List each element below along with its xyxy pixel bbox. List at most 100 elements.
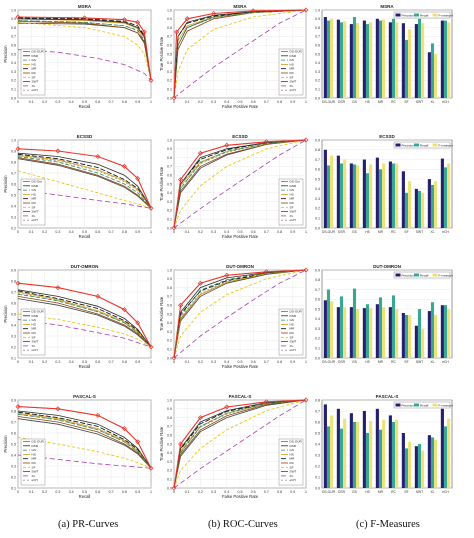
tick-label-x: 0.3	[211, 230, 216, 234]
bar-recall-hs	[365, 433, 370, 488]
legend-label-swt: SWT	[290, 470, 297, 474]
tick-label-x: 0	[17, 230, 19, 234]
tick-label-y: 0.5	[315, 431, 320, 435]
bar-recall-swt	[417, 18, 422, 98]
tick-label-x: 0.6	[95, 360, 100, 364]
series-line-xl	[173, 399, 307, 489]
category-label-hs: HS	[365, 230, 370, 234]
tick-label-y: 0.7	[11, 171, 16, 175]
series-line-gs	[17, 20, 152, 81]
legend-box	[393, 401, 451, 409]
legend-label-gs: GS	[290, 448, 294, 452]
tick-label-y: 0.2	[11, 79, 16, 83]
tick-label-x: 0.7	[264, 360, 269, 364]
bar-f-measure-hs	[369, 22, 373, 98]
bar-recall-mr	[378, 169, 383, 228]
tick-label-x: 0.4	[224, 360, 229, 364]
bar-precision-swt	[414, 188, 418, 228]
marker-ds-our	[121, 426, 127, 432]
tick-label-x: 0	[17, 490, 19, 494]
axis-label-x: Recall	[79, 494, 91, 499]
tick-label-x: 0.5	[82, 100, 87, 104]
marker-ds-our	[171, 485, 177, 491]
bar-precision-mr	[375, 304, 379, 358]
series-line-gs	[17, 413, 152, 469]
tick-label-y: 0.9	[11, 268, 16, 272]
legend-label-ech: eCH	[290, 218, 296, 222]
tick-label-y: 0.5	[167, 52, 172, 56]
tick-label-y: 0.1	[11, 356, 16, 360]
tick-label-y: 0.9	[315, 138, 320, 142]
tick-label-x: 0.2	[198, 230, 203, 234]
marker-ds-our	[135, 176, 141, 181]
category-label-mr: MR	[378, 100, 384, 104]
tick-label-y: 0.3	[11, 334, 16, 338]
category-label-ds-our: DS-OUR	[322, 490, 336, 494]
tick-label-x: 0.7	[109, 360, 114, 364]
legend: Precision Recall F-measure	[393, 401, 453, 409]
tick-label-x: 0.7	[109, 100, 114, 104]
legend-label-xl: XL	[32, 344, 36, 348]
tick-label-x: 0.6	[251, 230, 256, 234]
bar-recall-xl	[430, 437, 435, 488]
tick-label-x: 0.2	[42, 490, 47, 494]
category-label-gs: GS	[352, 490, 358, 494]
tick-label-y: 0.4	[315, 317, 320, 321]
legend-label-dsr: DSR	[290, 54, 297, 58]
series-line-xl	[173, 139, 307, 229]
bar-precision-dsr	[336, 19, 340, 98]
bar-recall-swt	[417, 309, 422, 358]
series-line-sf	[17, 170, 152, 209]
axis-label-x: Recall	[79, 364, 91, 369]
bar-f-measure-swt	[421, 450, 425, 488]
tick-label-x: 0	[173, 100, 175, 104]
marker-ds-our	[15, 146, 21, 152]
bar-f-measure-sf	[408, 29, 412, 98]
bar-recall-dsr	[339, 22, 344, 98]
marker-ds-our	[148, 465, 154, 471]
tick-label-y: 0.4	[315, 442, 320, 446]
bar-precision-sf	[401, 313, 405, 358]
legend-label-hs: HS	[32, 452, 36, 456]
tick-label-y: 0.3	[11, 464, 16, 468]
tick-label-y: 0.7	[167, 165, 172, 169]
series-line-swt	[17, 418, 152, 469]
axis-label-x: Recall	[79, 104, 91, 109]
legend-box	[20, 178, 46, 226]
axis-label-y: Precision	[3, 305, 8, 323]
chart-pascal-s-roc: PASCAL-S 0.0 0.1 0.2 0.3 0.4 0.5 0.6 0.7 0.8 0.9 1.…	[159, 394, 309, 499]
legend-box	[278, 178, 304, 226]
bar-recall-rc	[391, 422, 396, 488]
tick-label-y: 0.4	[167, 61, 172, 65]
legend-label-ds-our: DS-Our	[290, 180, 301, 184]
marker-ds-our	[224, 272, 230, 278]
legend-label-recall: Recall	[420, 403, 429, 407]
series-line-xl	[17, 49, 152, 81]
tick-label-y: 0.8	[11, 160, 16, 164]
legend-label-sf: SF	[32, 335, 36, 339]
tick-label-y: 0.7	[11, 290, 16, 294]
tick-label-x: 0.3	[55, 360, 60, 364]
legend-label-xl: XL	[32, 214, 36, 218]
tick-label-x: 0	[173, 490, 175, 494]
legend-label-precision: Precision	[402, 403, 415, 407]
legend-label-mr: MR	[290, 67, 296, 71]
bar-precision-ds-our	[323, 149, 327, 228]
marker-ds-our	[197, 150, 203, 156]
bar-f-measure-ds-our	[330, 415, 334, 488]
chart-ecssd-roc: ECSSD 0.0 0.1 0.2 0.3 0.4 0.5 0.6 0.7 0.8 0.9 1.0 0 0…	[159, 134, 309, 239]
tick-label-y: 0.2	[11, 475, 16, 479]
series-line-dsr	[173, 269, 307, 359]
marker-ds-our	[171, 95, 177, 101]
chart-dut-omron-roc: DUT-OMRON 0.0 0.1 0.2 0.3 0.4 0.5 0.6 0.7 0.8 0.9 1…	[159, 264, 309, 369]
category-label-swt: SWT	[416, 230, 423, 234]
bar-recall-rc	[391, 18, 396, 98]
series-line-dsr	[17, 410, 152, 469]
axis-label-y: True Positive Rate	[159, 426, 164, 461]
tick-label-x: 0.5	[82, 230, 87, 234]
bar-f-measure-rc	[395, 163, 399, 228]
bar-f-measure-sf	[408, 441, 412, 488]
category-label-hs: HS	[365, 360, 370, 364]
tick-label-x: 0.3	[211, 100, 216, 104]
